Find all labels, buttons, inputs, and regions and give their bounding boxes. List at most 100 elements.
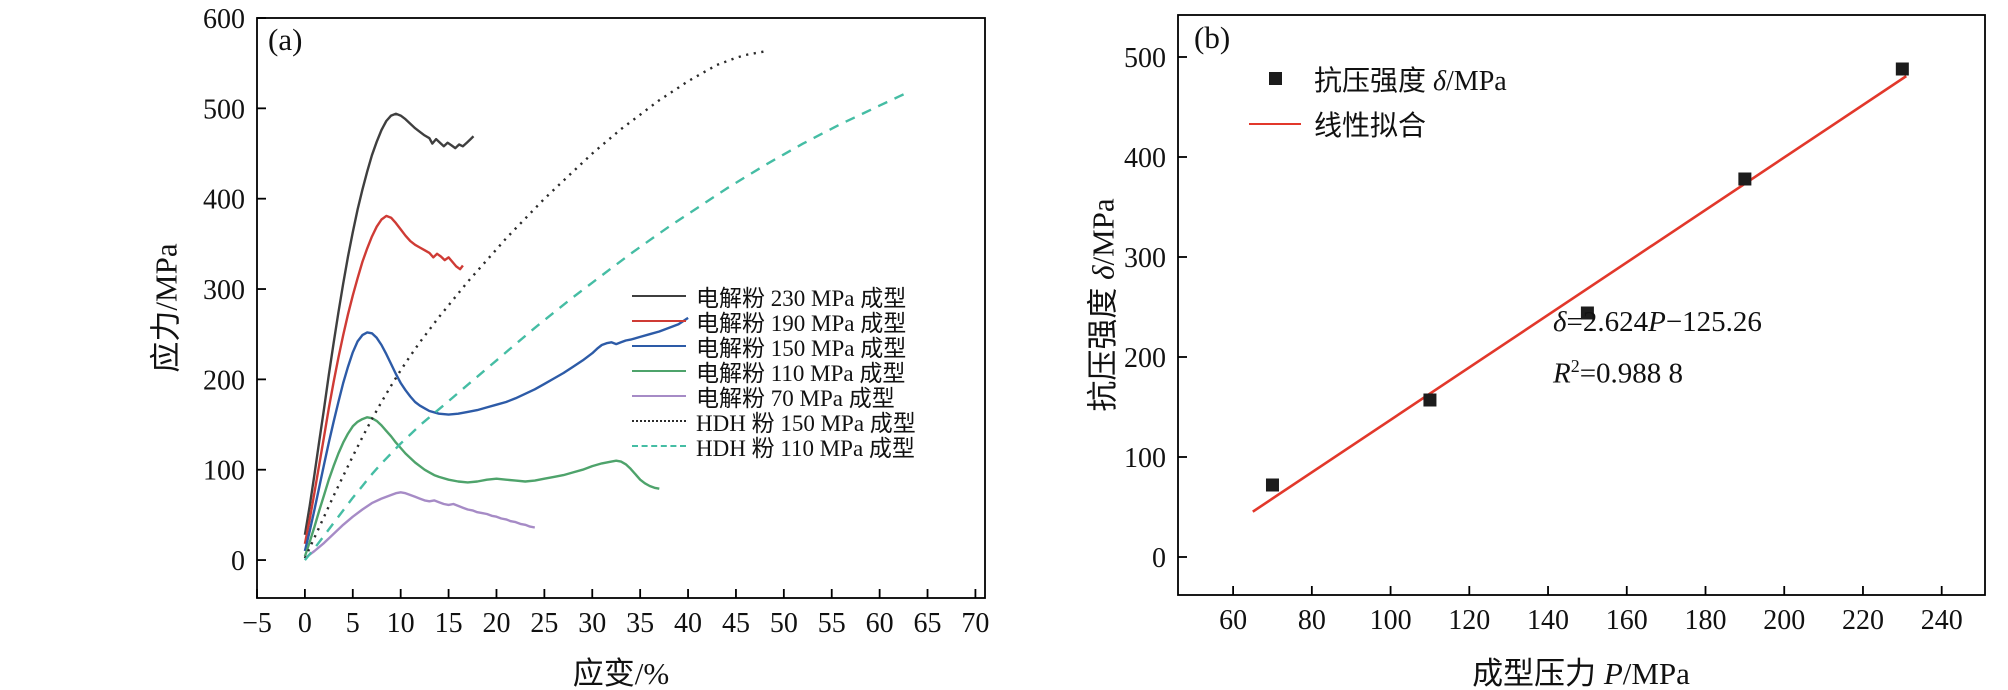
x-tick-label: 240: [1921, 605, 1963, 636]
panel-a-y-axis-title: 应力/MPa: [148, 243, 184, 373]
legend-line-sample: [632, 369, 686, 372]
legend-item: 电解粉 230 MPa 成型: [632, 283, 916, 311]
series-line-1: [303, 214, 464, 545]
legend-label: HDH 粉 150 MPa 成型: [696, 410, 916, 436]
x-tick-label: 220: [1842, 605, 1884, 636]
fit-line: [1252, 75, 1907, 513]
panel-a-x-axis-title: 应变/%: [572, 656, 670, 690]
x-tick-label: 50: [770, 608, 798, 639]
legend-unit: /MPa: [1446, 65, 1507, 97]
legend-line-sample: [632, 319, 686, 322]
x-tick-label: 0: [298, 608, 312, 639]
x-tick-label: 45: [722, 608, 750, 639]
legend-label: 电解粉 230 MPa 成型: [696, 285, 907, 311]
panel-a-legend: 电解粉 230 MPa 成型 电解粉 190 MPa 成型 电解粉 150 MP…: [632, 283, 916, 461]
legend-item: 抗压强度 δ/MPa: [1248, 56, 1507, 101]
x-tick-label: 15: [435, 608, 463, 639]
panel-b-y-axis-title: 抗压强度 δ/MPa: [1078, 198, 1123, 411]
y-tick-label: 400: [203, 185, 245, 216]
plot-frame-a: [256, 17, 986, 599]
series-line-3: [303, 416, 660, 557]
legend-marker-square: [1268, 72, 1282, 85]
x-tick-label: 30: [578, 608, 606, 639]
legend-line-sample: [632, 419, 686, 422]
x-tick-label: 65: [914, 608, 942, 639]
legend-label: 电解粉 150 MPa 成型: [696, 335, 907, 361]
legend-item: 电解粉 150 MPa 成型: [632, 333, 916, 361]
panel-b-label: (b): [1194, 20, 1231, 55]
scatter-point: [1580, 306, 1594, 320]
scatter-point: [1738, 172, 1752, 186]
r-symbol: R: [1553, 357, 1571, 390]
series-line-2: [303, 316, 689, 552]
panel-b-legend: 抗压强度 δ/MPa 线性拟合: [1248, 56, 1507, 146]
y-tick-label: 100: [1124, 443, 1166, 474]
legend-item: 电解粉 190 MPa 成型: [632, 308, 916, 336]
y-tick-label: 0: [1152, 543, 1166, 574]
series-line-6: [303, 91, 909, 561]
x-tick-label: 200: [1763, 605, 1805, 636]
y-tick-label: 300: [203, 275, 245, 306]
scatter-point: [1895, 62, 1909, 76]
legend-line-sample: [632, 444, 686, 447]
legend-item: 电解粉 110 MPa 成型: [632, 358, 916, 386]
legend-label: 电解粉 70 MPa 成型: [696, 385, 895, 411]
fit-equation: δ=2.624P−125.26: [1553, 300, 1762, 344]
fit-annotation: δ=2.624P−125.26 R2=0.988 8: [1553, 300, 1762, 396]
x-title-symbol: P: [1603, 656, 1623, 690]
x-tick-label: −5: [242, 608, 272, 639]
y-tick-label: 100: [203, 456, 245, 487]
series-line-4: [304, 491, 536, 560]
y-tick-label: 200: [1124, 343, 1166, 374]
x-tick-label: 70: [961, 608, 989, 639]
legend-label: HDH 粉 110 MPa 成型: [696, 435, 915, 461]
fit-r-squared: R2=0.988 8: [1553, 344, 1762, 396]
plot-frame-b: [1177, 14, 1986, 596]
y-tick-label: 200: [203, 365, 245, 396]
equation-delta: δ: [1553, 306, 1567, 338]
x-tick-label: 55: [818, 608, 846, 639]
x-tick-label: 60: [866, 608, 894, 639]
legend-line-sample: [632, 394, 686, 397]
x-tick-label: 80: [1298, 605, 1326, 636]
legend-sample-box: [1248, 72, 1302, 85]
equation-body-1: =2.624: [1566, 306, 1649, 338]
y-title-text: 抗压强度: [1085, 279, 1121, 412]
x-tick-label: 40: [674, 608, 702, 639]
x-tick-label: 160: [1606, 605, 1648, 636]
x-tick-label: 140: [1527, 605, 1569, 636]
legend-fit-line-sample: [1249, 122, 1301, 125]
legend-line-sample: [632, 294, 686, 297]
legend-label: 抗压强度 δ/MPa: [1314, 59, 1507, 99]
x-tick-label: 100: [1370, 605, 1412, 636]
r-squared-value: =0.988 8: [1579, 357, 1684, 390]
r-superscript: 2: [1570, 356, 1580, 376]
legend-label: 电解粉 110 MPa 成型: [696, 360, 906, 386]
x-tick-label: 60: [1219, 605, 1247, 636]
y-tick-label: 500: [203, 94, 245, 125]
x-tick-label: 20: [482, 608, 510, 639]
y-title-unit: /MPa: [1085, 198, 1121, 266]
x-tick-label: 120: [1448, 605, 1490, 636]
x-tick-label: 25: [530, 608, 558, 639]
x-tick-label: 5: [346, 608, 360, 639]
y-tick-label: 300: [1124, 243, 1166, 274]
y-tick-label: 400: [1124, 143, 1166, 174]
panel-a-label: (a): [268, 22, 303, 57]
legend-sample-box: [1248, 122, 1302, 125]
y-tick-label: 0: [231, 546, 245, 577]
y-title-symbol: δ: [1085, 265, 1121, 280]
legend-item: 电解粉 70 MPa 成型: [632, 383, 916, 411]
legend-label: 线性拟合: [1314, 110, 1427, 142]
x-tick-label: 10: [387, 608, 415, 639]
x-title-unit: /MPa: [1622, 656, 1690, 690]
legend-label: 电解粉 190 MPa 成型: [696, 310, 907, 336]
y-tick-label: 600: [203, 4, 245, 35]
x-tick-label: 180: [1685, 605, 1727, 636]
equation-body-2: −125.26: [1665, 306, 1762, 338]
y-tick-label: 500: [1124, 43, 1166, 74]
legend-text: 抗压强度: [1314, 65, 1434, 97]
legend-symbol: δ: [1433, 65, 1447, 97]
